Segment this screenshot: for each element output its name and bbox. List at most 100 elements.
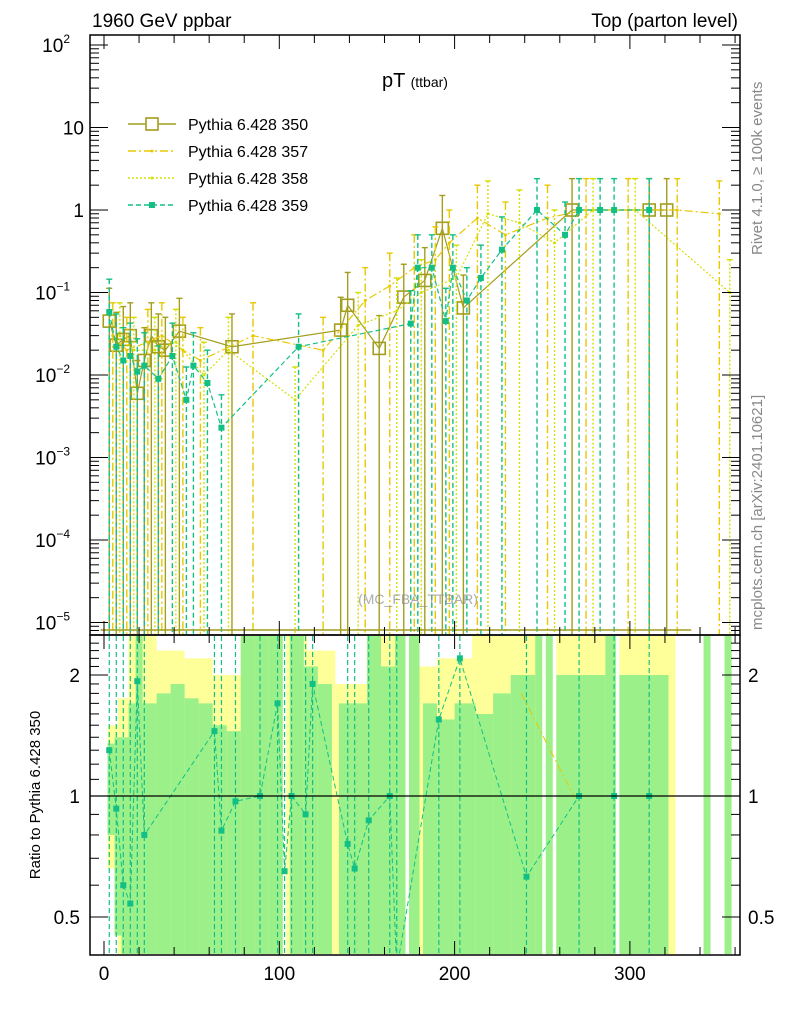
data-point	[419, 291, 423, 294]
data-point	[293, 398, 297, 402]
legend-label: Pythia 6.428 358	[188, 171, 308, 188]
band-green	[619, 674, 669, 954]
y-tick-label: 10−2	[35, 362, 70, 387]
band-green	[380, 666, 395, 954]
ratio-y-axis-label: Ratio to Pythia 6.428 350	[27, 711, 44, 879]
data-point	[428, 264, 435, 271]
data-point	[503, 233, 507, 237]
y-tick-label: 1	[73, 201, 84, 222]
band-green	[135, 636, 143, 954]
y-tick-label: 10−5	[35, 610, 70, 635]
y-tick-exponent: −5	[56, 610, 70, 624]
data-point	[120, 357, 127, 364]
data-point	[433, 258, 437, 262]
data-point	[475, 216, 479, 220]
data-point	[144, 328, 159, 343]
band-green	[394, 636, 406, 954]
ratio-data-point	[351, 865, 358, 872]
band-green	[198, 703, 213, 954]
data-point	[113, 343, 120, 350]
y-tick-exponent: −2	[56, 362, 70, 376]
main-panel-series	[100, 177, 733, 634]
y-tick-base: 1	[73, 201, 84, 222]
y-tick-base: 10	[35, 614, 56, 635]
data-point	[333, 323, 348, 337]
data-point	[111, 334, 115, 338]
legend-marker	[145, 117, 159, 131]
data-point	[388, 284, 392, 288]
x-tick-label: 0	[99, 964, 110, 985]
legend-marker	[149, 202, 155, 208]
band-green	[338, 703, 367, 954]
legend-label: Pythia 6.428 359	[188, 198, 308, 215]
data-point	[169, 352, 176, 359]
data-point	[340, 298, 355, 313]
y-tick-label: 10−4	[35, 527, 70, 552]
band-green	[366, 636, 381, 954]
y-tick-label: 10	[63, 119, 84, 140]
y-tick-base: 10	[42, 36, 63, 57]
data-point	[498, 246, 505, 253]
ratio-y-tick-label-right: 2	[748, 666, 759, 687]
data-point	[127, 352, 134, 359]
ratio-y-tick-label-left: 0.5	[54, 908, 80, 929]
data-point	[407, 320, 414, 327]
ratio-line-359	[108, 656, 650, 954]
legend-label: Pythia 6.428 350	[188, 117, 308, 134]
data-point	[363, 298, 367, 302]
plot-title-main: pT	[382, 70, 405, 92]
data-point	[321, 348, 325, 352]
data-point	[717, 212, 721, 216]
ratio-panel-frame	[89, 634, 741, 956]
band-green	[107, 743, 115, 835]
data-point	[562, 231, 569, 238]
x-tick-label: 200	[439, 964, 471, 985]
band-green	[423, 703, 438, 954]
data-point	[486, 212, 490, 216]
data-point	[395, 309, 399, 313]
data-point	[463, 297, 470, 304]
band-green	[170, 683, 185, 954]
header-right: Top (parton level)	[591, 11, 738, 32]
data-point	[414, 264, 421, 271]
y-tick-base: 10	[35, 284, 56, 305]
data-point	[125, 348, 129, 352]
data-point	[160, 334, 164, 338]
data-point	[132, 348, 136, 352]
band-green	[156, 693, 171, 954]
data-point	[372, 341, 387, 356]
legend-entry: Pythia 6.428 350	[128, 117, 308, 134]
ratio-data-point	[302, 811, 309, 818]
data-point	[118, 334, 122, 338]
band-green	[510, 674, 536, 954]
band-green	[409, 636, 420, 954]
ratio-data-point	[344, 840, 351, 847]
y-tick-exponent: −1	[56, 280, 70, 294]
data-point	[153, 348, 157, 352]
data-point	[251, 334, 255, 338]
band-green	[114, 737, 122, 936]
data-point	[172, 324, 187, 338]
data-point	[597, 207, 604, 213]
band-green	[317, 683, 332, 954]
y-tick-base: 10	[63, 119, 84, 140]
band-green	[268, 636, 283, 954]
band-green	[493, 693, 511, 954]
watermark: (MC_FBA_TTBAR)	[358, 591, 478, 607]
data-point	[141, 362, 148, 369]
data-point	[456, 301, 471, 315]
band-green	[184, 698, 199, 954]
legend-marker	[150, 149, 154, 153]
y-tick-label: 10−1	[35, 280, 70, 305]
data-point	[533, 207, 540, 213]
data-point	[218, 424, 225, 431]
band-green	[121, 737, 129, 954]
data-point	[611, 207, 618, 213]
legend-label: Pythia 6.428 357	[188, 144, 308, 161]
mcplots-label: mcplots.cern.ch [arXiv:2401.10621]	[749, 395, 766, 630]
data-point	[517, 221, 521, 225]
x-tick-label: 300	[614, 964, 646, 985]
band-green	[703, 636, 711, 954]
legend: Pythia 6.428 350 Pythia 6.428 357 Pythia 6…	[128, 117, 308, 215]
